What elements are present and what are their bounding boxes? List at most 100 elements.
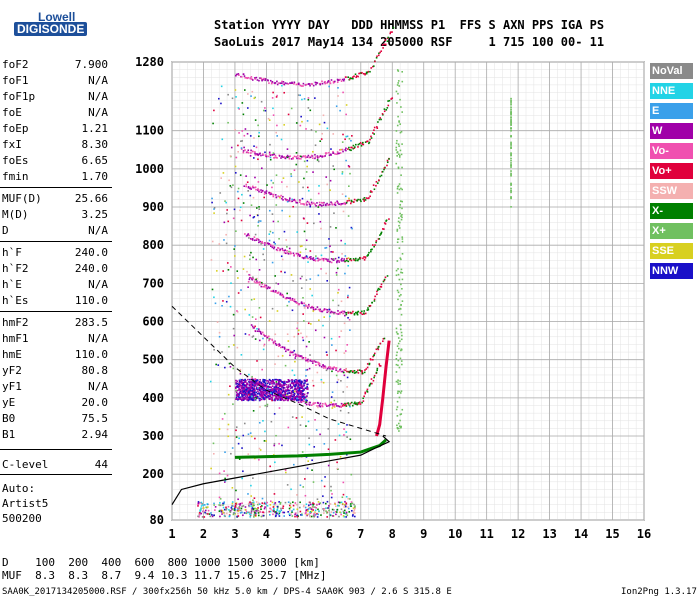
echo-point (299, 510, 302, 513)
echo-point (386, 164, 388, 167)
echo-point (269, 503, 272, 506)
station-header-values: SaoLuis 2017 May14 134 205000 RSF 1 715 … (214, 35, 605, 49)
echo-point (305, 202, 308, 204)
param-row: foF1p N/A (2, 90, 108, 106)
echo-point (338, 335, 341, 338)
echo-point (302, 339, 305, 342)
echo-point (212, 452, 215, 455)
echo-point (376, 367, 379, 370)
echo-point (299, 94, 301, 97)
echo-point (345, 147, 347, 150)
echo-point (277, 355, 280, 358)
echo-point (382, 340, 384, 343)
echo-point (250, 511, 253, 514)
echo-point (377, 289, 379, 291)
echo-point (347, 294, 349, 297)
echo-point (325, 246, 328, 249)
echo-point (229, 514, 231, 517)
param-row: foE N/A (2, 106, 108, 122)
echo-point (299, 254, 301, 256)
echo-point (314, 144, 317, 147)
echo-point (236, 310, 238, 312)
echo-point (278, 510, 280, 512)
echo-point (283, 395, 285, 398)
echo-point (223, 239, 225, 241)
echo-point (253, 145, 255, 147)
echo-point (300, 203, 302, 205)
echo-point (253, 392, 256, 394)
y-tick-label: 800 (142, 238, 164, 252)
echo-point (364, 256, 367, 258)
echo-point (279, 385, 282, 387)
echo-point (322, 501, 325, 504)
echo-point (300, 387, 303, 389)
echo-point (314, 259, 317, 262)
echo-point (326, 354, 328, 356)
echo-point (327, 428, 330, 430)
echo-point (379, 117, 381, 119)
echo-point (233, 509, 236, 511)
echo-point (263, 77, 265, 80)
echo-point (278, 442, 280, 445)
echo-point (382, 228, 384, 230)
echo-point (295, 503, 298, 506)
echo-point (361, 371, 363, 374)
echo-point (266, 184, 268, 186)
echo-point (303, 397, 305, 400)
echo-point (270, 508, 273, 511)
echo-point (267, 286, 270, 288)
echo-point (211, 515, 214, 518)
echo-point (295, 391, 298, 393)
echo-point (384, 39, 387, 42)
echo-point (256, 397, 258, 399)
echo-point (222, 270, 224, 272)
echo-point (510, 164, 512, 166)
echo-point (366, 140, 369, 143)
echo-point (298, 181, 300, 183)
echo-point (259, 394, 262, 397)
echo-point (246, 151, 249, 153)
echo-point (269, 192, 272, 194)
echo-point (361, 310, 363, 313)
echo-point (354, 73, 357, 76)
echo-point (255, 501, 258, 503)
echo-point (235, 96, 237, 98)
echo-point (343, 509, 346, 512)
echo-point (271, 395, 274, 397)
param-value: 283.5 (74, 316, 108, 329)
echo-point (239, 392, 242, 394)
echo-point (303, 304, 306, 307)
echo-point (271, 186, 273, 189)
echo-point (308, 83, 311, 85)
echo-point (272, 388, 274, 390)
echo-point (270, 396, 273, 399)
echo-point (309, 354, 311, 356)
echo-point (289, 354, 291, 357)
echo-point (297, 387, 300, 389)
param-key: fxI (2, 138, 22, 151)
echo-point (276, 396, 278, 399)
echo-point (353, 402, 355, 405)
echo-point (323, 121, 326, 124)
echo-point (295, 122, 298, 124)
echo-point (257, 507, 259, 509)
echo-point (292, 252, 295, 255)
echo-point (376, 369, 378, 372)
echo-point (234, 245, 236, 247)
echo-point (293, 169, 296, 172)
echo-point (325, 404, 328, 406)
echo-point (239, 512, 242, 514)
echo-point (396, 406, 399, 408)
echo-point (318, 156, 320, 158)
echo-point (269, 230, 272, 233)
echo-point (279, 248, 282, 251)
echo-point (340, 311, 343, 313)
echo-point (255, 508, 258, 510)
echo-point (262, 383, 265, 386)
echo-point (264, 389, 267, 391)
echo-point (336, 405, 338, 407)
echo-point (296, 354, 298, 357)
echo-point (229, 155, 232, 157)
echo-point (353, 506, 356, 509)
echo-point (264, 385, 266, 388)
